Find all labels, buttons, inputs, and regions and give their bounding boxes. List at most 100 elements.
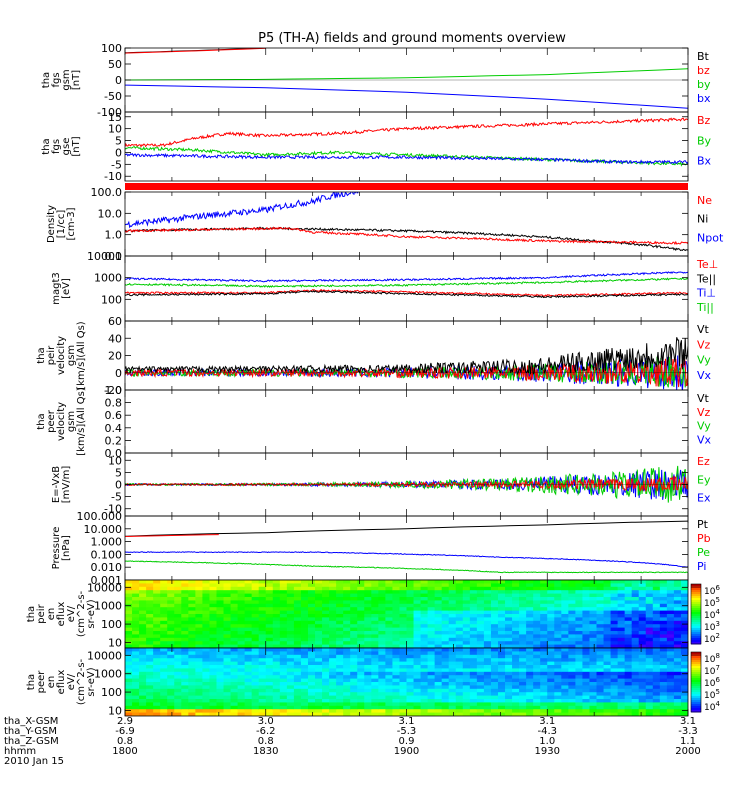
spectrogram-peir_spec [125, 580, 688, 648]
y-tick-label: 0.100 [91, 548, 123, 561]
legend-entry: Ne [697, 194, 712, 207]
series-fgs_gsm-bz [125, 48, 266, 54]
y-tick-label: 0 [115, 74, 122, 87]
series-temperature-Te|| [125, 290, 688, 299]
colorbar-tick-label: 106 [704, 676, 720, 689]
legend-entry: by [697, 78, 711, 91]
y-axis-label: [cm-3] [66, 207, 77, 240]
series-density-Npot [125, 192, 359, 229]
panel-frame [124, 255, 689, 322]
y-tick-label: 0 [115, 479, 122, 492]
colorbar-tick-label: 105 [704, 688, 720, 701]
footer-value: 3.1 [539, 716, 555, 727]
y-tick-label: 1.0 [105, 229, 123, 242]
series-fgs_gsm-by [125, 68, 688, 81]
footer-row-label: tha_X-GSM [4, 716, 58, 727]
panel-frame [124, 515, 689, 581]
footer-value: 2000 [675, 746, 700, 757]
spectrogram-peer_spec [125, 648, 688, 716]
flag-bar [125, 183, 688, 190]
series-pressure-Pi [125, 551, 688, 568]
series-temperature-Ti⊥ [125, 271, 688, 283]
y-tick-label: 40 [108, 332, 122, 345]
legend-entry: Ti|| [696, 301, 714, 314]
legend-entry: Pt [697, 518, 709, 531]
footer-value: 3.1 [680, 716, 696, 727]
y-tick-label: 10 [108, 454, 122, 467]
footer-value: -4.3 [537, 726, 557, 737]
footer-value: 2.9 [117, 716, 133, 727]
y-axis-label: magt3 [51, 272, 62, 305]
legend-entry: Ni [697, 213, 708, 226]
y-axis-label: [mV/m] [61, 466, 72, 504]
colorbar-tick-label: 102 [704, 632, 720, 645]
y-axis-label: tha [41, 138, 52, 154]
panel-peer_velocity: 1.00.80.60.40.20.0 tha peer velocity gsm [km/… [36, 384, 712, 460]
series-pressure-Pt [125, 520, 688, 537]
y-tick-label: 0 [115, 146, 122, 159]
y-axis-label: tha [26, 674, 37, 690]
panel-density: 100.0 10.0 1.0 0.1 Density [1/cc] [cm-3] Ne Ni Np… [46, 186, 724, 263]
colorbar-tick-label: 104 [704, 700, 720, 713]
y-axis-label: velocity [56, 402, 67, 441]
legend-entry: Npot [697, 231, 724, 244]
y-axis-label: [km/s](All Qs) [76, 387, 87, 455]
footer-value: -3.3 [678, 726, 698, 737]
y-tick-label: 60 [108, 315, 122, 328]
y-axis-label: peir [46, 345, 57, 365]
y-axis-label: [nPa] [61, 535, 72, 561]
y-axis-label: [nT] [71, 70, 82, 90]
y-tick-label: 0.2 [105, 434, 123, 447]
y-tick-label: 10 [108, 704, 122, 717]
y-tick-label: 0.1 [105, 250, 123, 263]
y-tick-label: 10.0 [98, 207, 123, 220]
y-axis-label: fgs [51, 72, 62, 87]
colorbar-tick-label: 103 [704, 620, 720, 633]
legend-entry: By [697, 134, 712, 147]
y-tick-label: 1000 [94, 600, 122, 613]
y-axis-label: gsm [66, 345, 77, 366]
y-axis-label: gse [61, 138, 72, 156]
y-tick-label: 0.8 [105, 397, 123, 410]
panel-flag_bar [125, 183, 688, 190]
footer-value: 1.0 [539, 736, 555, 747]
legend-entry: Pb [697, 532, 711, 545]
y-tick-label: -10 [104, 170, 122, 183]
footer-value: 0.9 [399, 736, 415, 747]
y-axis-label: en [46, 608, 57, 621]
y-tick-label: 5 [115, 135, 122, 148]
series-peir_velocity-Vt [125, 337, 688, 376]
y-tick-label: 10.000 [84, 523, 123, 536]
y-axis-label: peer [46, 409, 57, 433]
panel-temperature: 10000 1000 100 magt3 [eV] Te⊥Te|| Ti⊥Ti|| [51, 250, 718, 322]
footer-value: -6.2 [256, 726, 276, 737]
legend-entry: Ey [697, 473, 711, 486]
footer-layer: tha_X-GSM 2.9 3.0 3.1 3.1 3.1 tha_Y-GSM -6.9 -6.… [4, 716, 701, 767]
footer-value: 0.8 [258, 736, 274, 747]
y-tick-label: 100.000 [77, 510, 123, 523]
panel-frame [124, 389, 689, 454]
y-axis-label: tha [36, 347, 47, 363]
y-axis-label: Density [46, 205, 57, 243]
legend-entry: Ex [697, 492, 711, 505]
footer-value: 1930 [535, 746, 560, 757]
y-axis-label: sr-eV) [86, 599, 97, 628]
y-tick-label: 0.001 [91, 574, 123, 587]
y-tick-label: 0 [115, 367, 122, 380]
y-tick-label: 0.0 [105, 447, 123, 460]
legend-entry: Bt [697, 50, 710, 63]
y-tick-label: 1000 [94, 272, 122, 285]
y-axis-label: [1/cc] [56, 210, 67, 239]
y-tick-label: 10 [108, 123, 122, 136]
y-axis-label: peir [36, 603, 47, 623]
y-axis-label: [eV] [61, 278, 72, 299]
y-axis-label: peer [36, 670, 47, 694]
y-tick-label: 0.010 [91, 561, 123, 574]
footer-value: 1.1 [680, 736, 696, 747]
y-tick-label: 1000 [94, 668, 122, 681]
legend-entry: bx [697, 92, 711, 105]
